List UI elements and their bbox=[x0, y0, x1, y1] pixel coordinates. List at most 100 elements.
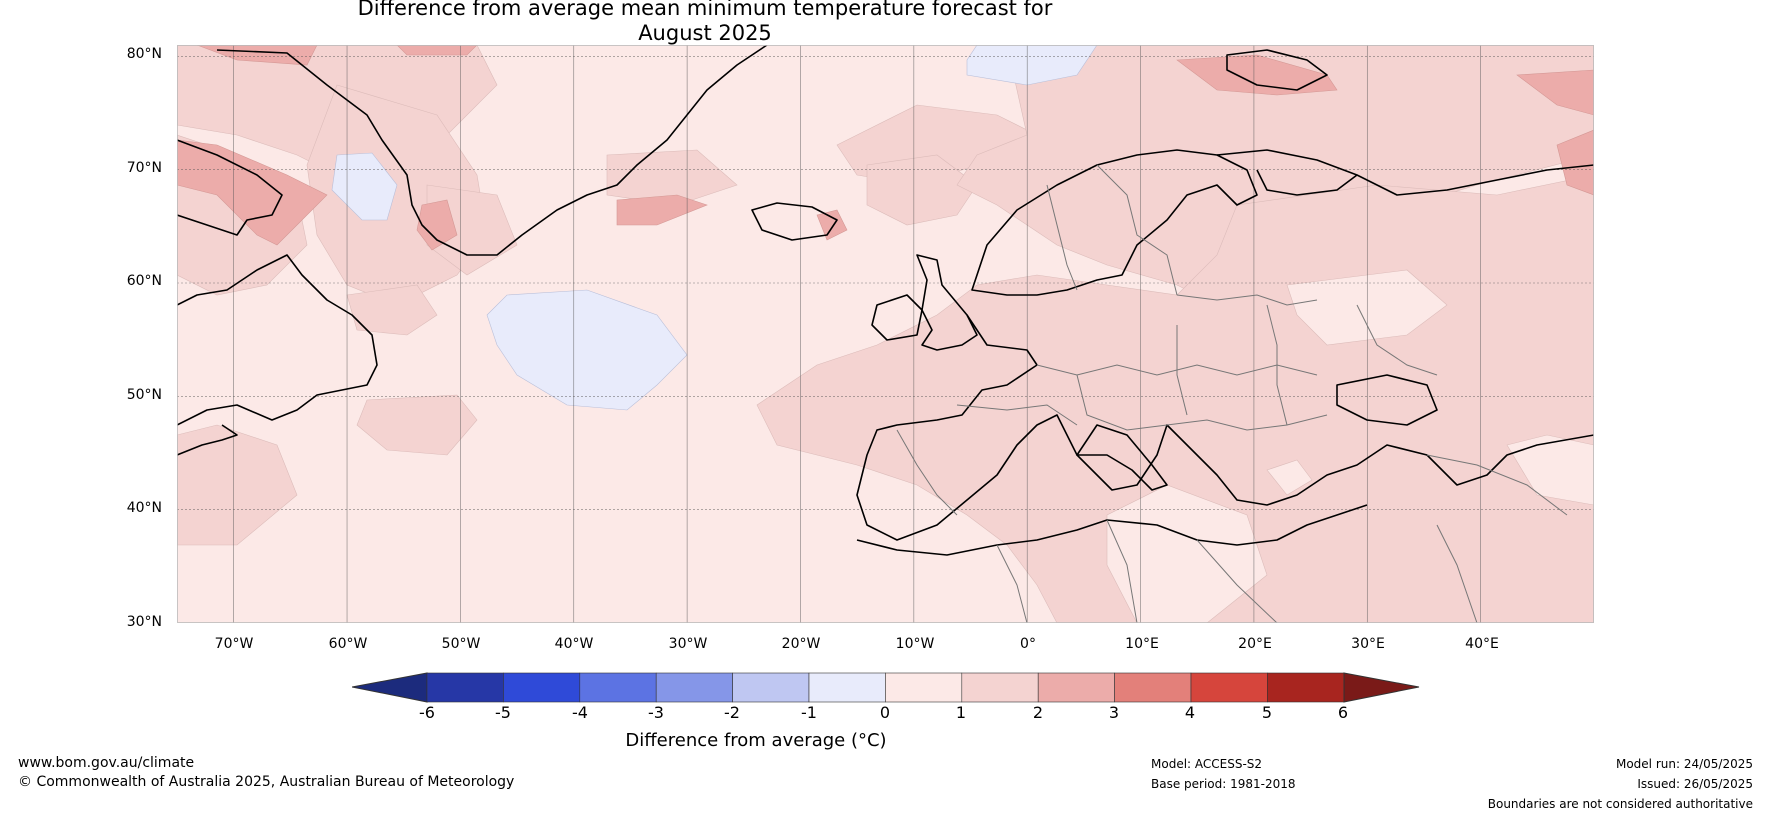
colorbar-tick: -3 bbox=[648, 703, 664, 722]
colorbar-cell bbox=[808, 672, 886, 703]
border-line bbox=[1176, 325, 1188, 416]
anomaly-region bbox=[1106, 484, 1268, 623]
lon-label-10e: 10°E bbox=[1125, 636, 1159, 652]
lon-label-20e: 20°E bbox=[1238, 636, 1272, 652]
lon-label-40w: 40°W bbox=[554, 636, 594, 652]
russia-arctic-coast bbox=[1356, 164, 1594, 196]
anomaly-region bbox=[346, 284, 438, 336]
colorbar-tick: 4 bbox=[1184, 703, 1196, 722]
colorbar-cell bbox=[1114, 672, 1192, 703]
lon-label-20w: 20°W bbox=[781, 636, 821, 652]
border-line bbox=[1176, 294, 1318, 306]
anomaly-region bbox=[356, 394, 478, 456]
base-period-text: Base period: 1981-2018 bbox=[1151, 777, 1296, 791]
lon-label-40e: 40°E bbox=[1465, 636, 1499, 652]
anomaly-region bbox=[1506, 434, 1594, 506]
border-line bbox=[996, 544, 1028, 623]
north-africa-coast bbox=[856, 504, 1368, 556]
anomaly-region bbox=[177, 424, 298, 546]
colorbar-cell bbox=[503, 672, 581, 703]
labrador-coast bbox=[177, 254, 378, 426]
colorbar-cell bbox=[655, 672, 733, 703]
colorbar-label: Difference from average (°C) bbox=[625, 730, 887, 751]
lon-label-70w: 70°W bbox=[214, 636, 254, 652]
coastlines bbox=[177, 45, 1594, 556]
italy-coast bbox=[1076, 424, 1168, 491]
model-text: Model: ACCESS-S2 bbox=[1151, 757, 1263, 771]
colorbar-cell bbox=[579, 672, 657, 703]
scandinavia-coast bbox=[971, 149, 1258, 296]
disclaimer-text: Boundaries are not considered authoritat… bbox=[1487, 797, 1753, 811]
border-line bbox=[1266, 304, 1288, 426]
colorbar-cell bbox=[732, 672, 810, 703]
colorbar-cell bbox=[1267, 672, 1345, 703]
lon-label-0: 0° bbox=[1020, 636, 1036, 652]
issued-text: Issued: 26/05/2025 bbox=[1637, 777, 1753, 791]
colorbar-tick: 5 bbox=[1261, 703, 1273, 722]
greenland-coast bbox=[216, 45, 768, 256]
model-run-text: Model run: 24/05/2025 bbox=[1615, 757, 1753, 771]
chart-title: Difference from average mean minimum tem… bbox=[0, 0, 1410, 46]
colorbar-label-row: Difference from average (°C) bbox=[0, 730, 1770, 751]
colorbar-tick: -5 bbox=[495, 703, 511, 722]
anomaly-region bbox=[1556, 129, 1594, 196]
lat-label-40n: 40°N bbox=[126, 500, 162, 516]
anomaly-region bbox=[1516, 69, 1594, 116]
border-line bbox=[1096, 164, 1178, 296]
copyright-text: © Commonwealth of Australia 2025, Austra… bbox=[18, 774, 515, 790]
colorbar-tick: 3 bbox=[1108, 703, 1120, 722]
colorbar-tick: -1 bbox=[801, 703, 817, 722]
anomaly-region bbox=[177, 139, 328, 246]
colorbar-low-extend bbox=[352, 672, 428, 703]
colorbar-cell bbox=[1037, 672, 1115, 703]
continent-coast bbox=[856, 314, 1594, 541]
border-line bbox=[1106, 519, 1138, 623]
lat-label-80n: 80°N bbox=[126, 46, 162, 62]
lat-label-30n: 30°N bbox=[126, 614, 162, 630]
colorbar-tick: 6 bbox=[1337, 703, 1349, 722]
lon-label-50w: 50°W bbox=[441, 636, 481, 652]
nova-scotia-coast bbox=[177, 424, 238, 456]
anomaly-region bbox=[866, 154, 978, 226]
anomaly-region bbox=[486, 289, 688, 411]
graticule bbox=[177, 45, 1594, 623]
colorbar-cell bbox=[426, 672, 504, 703]
kola-coast bbox=[1216, 149, 1358, 196]
website-link[interactable]: www.bom.gov.au/climate bbox=[18, 755, 195, 771]
colorbar-tick: 0 bbox=[879, 703, 891, 722]
colorbar-cell bbox=[961, 672, 1039, 703]
border-line bbox=[1046, 184, 1078, 291]
forecast-map bbox=[177, 45, 1594, 623]
baffin-coast bbox=[177, 139, 283, 236]
colorbar-tick: -6 bbox=[419, 703, 435, 722]
border-line bbox=[1356, 304, 1438, 376]
lat-label-70n: 70°N bbox=[126, 160, 162, 176]
anomaly-region bbox=[416, 199, 458, 251]
anomaly-0-to-1-patches bbox=[1106, 269, 1594, 623]
anomaly-minus1-to-0-regions bbox=[331, 45, 1098, 411]
title-line-2: August 2025 bbox=[638, 21, 772, 45]
anomaly-region bbox=[331, 152, 398, 221]
colorbar-tick: -2 bbox=[724, 703, 740, 722]
black-sea-coast bbox=[1336, 374, 1438, 426]
britain-coast bbox=[916, 254, 978, 351]
border-line bbox=[1436, 524, 1478, 623]
colorbar-cells bbox=[426, 672, 1345, 703]
lon-label-60w: 60°W bbox=[328, 636, 368, 652]
title-line-1: Difference from average mean minimum tem… bbox=[357, 0, 1053, 20]
lon-label-30e: 30°E bbox=[1351, 636, 1385, 652]
country-borders bbox=[896, 164, 1568, 623]
lon-label-10w: 10°W bbox=[895, 636, 935, 652]
colorbar-cell bbox=[1190, 672, 1268, 703]
anomaly-region bbox=[616, 194, 708, 226]
anomaly-region bbox=[1176, 54, 1338, 96]
colorbar-tick: -4 bbox=[572, 703, 588, 722]
border-line bbox=[956, 404, 1078, 426]
colorbar-tick: 1 bbox=[955, 703, 967, 722]
svalbard-coast bbox=[1226, 49, 1328, 91]
lat-label-60n: 60°N bbox=[126, 273, 162, 289]
colorbar bbox=[352, 672, 1420, 703]
colorbar-cell bbox=[885, 672, 963, 703]
border-line bbox=[1196, 539, 1278, 623]
lat-label-50n: 50°N bbox=[126, 387, 162, 403]
